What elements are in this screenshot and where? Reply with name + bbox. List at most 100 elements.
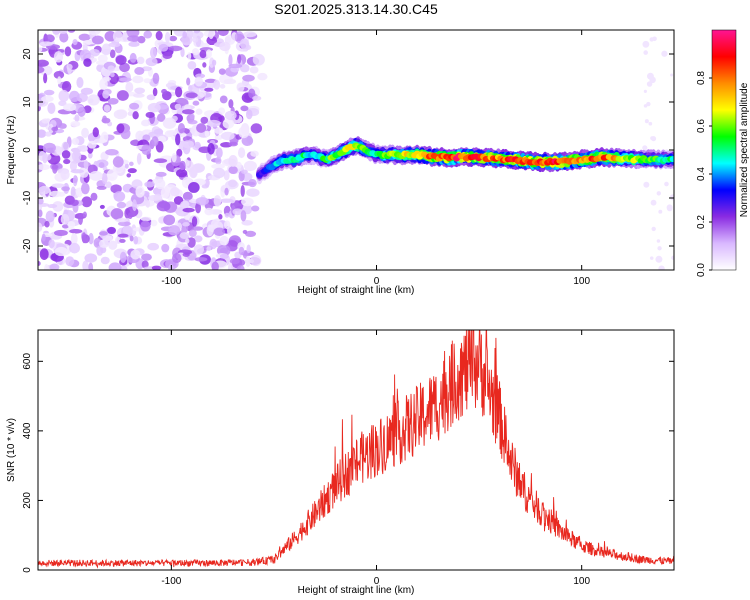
noise-blob [212,167,226,179]
noise-dot [642,145,648,151]
noise-blob [180,47,185,58]
noise-blob [140,216,152,222]
noise-blob [116,201,127,209]
noise-blob [185,92,198,99]
noise-blob [207,142,215,155]
noise-blob [182,109,195,115]
noise-blob [206,35,218,46]
noise-blob [78,213,83,225]
noise-blob [45,131,52,137]
noise-blob [47,204,58,209]
noise-blob [61,141,69,153]
noise-dot [648,121,653,126]
noise-blob [220,131,235,141]
snr-y-axis-label: SNR (10 * v/v) [6,418,17,482]
noise-blob [238,246,245,256]
noise-blob [119,265,128,270]
noise-blob [192,226,204,231]
noise-blob [77,106,86,117]
noise-blob [144,66,151,71]
noise-blob [118,221,131,227]
chart-title: S201.2025.313.14.30.C45 [274,1,438,17]
noise-blob [236,82,245,93]
noise-blob [189,113,195,120]
noise-blob [125,81,134,93]
noise-blob [92,127,99,138]
noise-blob [147,194,162,202]
noise-blob [38,164,51,171]
noise-blob [78,33,91,41]
noise-blob [219,235,229,246]
noise-dot [664,181,669,187]
spectrogram-x-axis-label: Height of straight line (km) [298,285,415,296]
noise-blob [153,128,164,135]
noise-blob [250,150,259,157]
noise-blob [53,70,65,79]
spectrogram-y-ticks: -20 -10 0 10 20 [22,48,674,253]
noise-blob [219,198,234,203]
noise-blob [45,210,55,223]
noise-blob [219,95,228,104]
noise-blob [240,105,249,112]
noise-blob [76,76,84,89]
noise-blob [145,111,155,119]
noise-blob [48,239,55,249]
noise-blob [127,168,137,174]
noise-dot [658,209,663,214]
noise-blob [252,95,262,101]
noise-blob [39,41,53,47]
y-tick-label: -10 [22,190,33,205]
noise-blob [170,186,180,197]
noise-blob [63,103,77,112]
noise-blob [228,63,243,69]
noise-blob [83,58,92,67]
noise-blob [133,235,139,245]
noise-blob [214,127,224,134]
noise-blob [241,169,248,174]
noise-blob [104,30,117,42]
noise-blob [141,144,152,156]
noise-blob [152,87,158,97]
noise-blob [132,93,145,98]
noise-blob [51,164,59,170]
noise-dot [650,199,657,206]
noise-blob [211,163,225,169]
noise-blob [58,30,68,34]
noise-blob [243,160,257,172]
noise-blob [105,149,119,156]
noise-blob [129,102,140,110]
noise-blob [215,147,223,159]
noise-dot [650,136,655,141]
noise-blob [245,255,251,268]
noise-blob [179,160,186,171]
noise-blob [38,247,41,253]
noise-blob [155,30,163,41]
noise-blob [69,160,78,171]
noise-blob [143,78,151,84]
noise-blob [257,72,268,81]
noise-blob [80,87,94,95]
noise-blob [51,126,59,132]
noise-blob [81,127,89,139]
noise-blob [219,84,226,89]
noise-blob [246,188,260,197]
noise-blob [145,57,158,67]
noise-dot [661,50,668,57]
noise-blob [41,233,46,242]
noise-dot [643,89,647,93]
noise-blob [195,108,203,115]
noise-blob [198,90,207,98]
noise-blob [213,79,221,90]
noise-blob [195,202,202,214]
noise-blob [241,219,253,226]
noise-blob [182,191,193,201]
noise-blob [213,195,222,207]
y-tick-label: 200 [22,492,33,509]
noise-blob [38,59,49,67]
noise-blob [191,48,200,56]
noise-blob [132,75,144,84]
noise-blob [127,212,133,220]
noise-blob [101,43,111,56]
noise-blob [67,30,76,33]
noise-blob [186,77,191,86]
